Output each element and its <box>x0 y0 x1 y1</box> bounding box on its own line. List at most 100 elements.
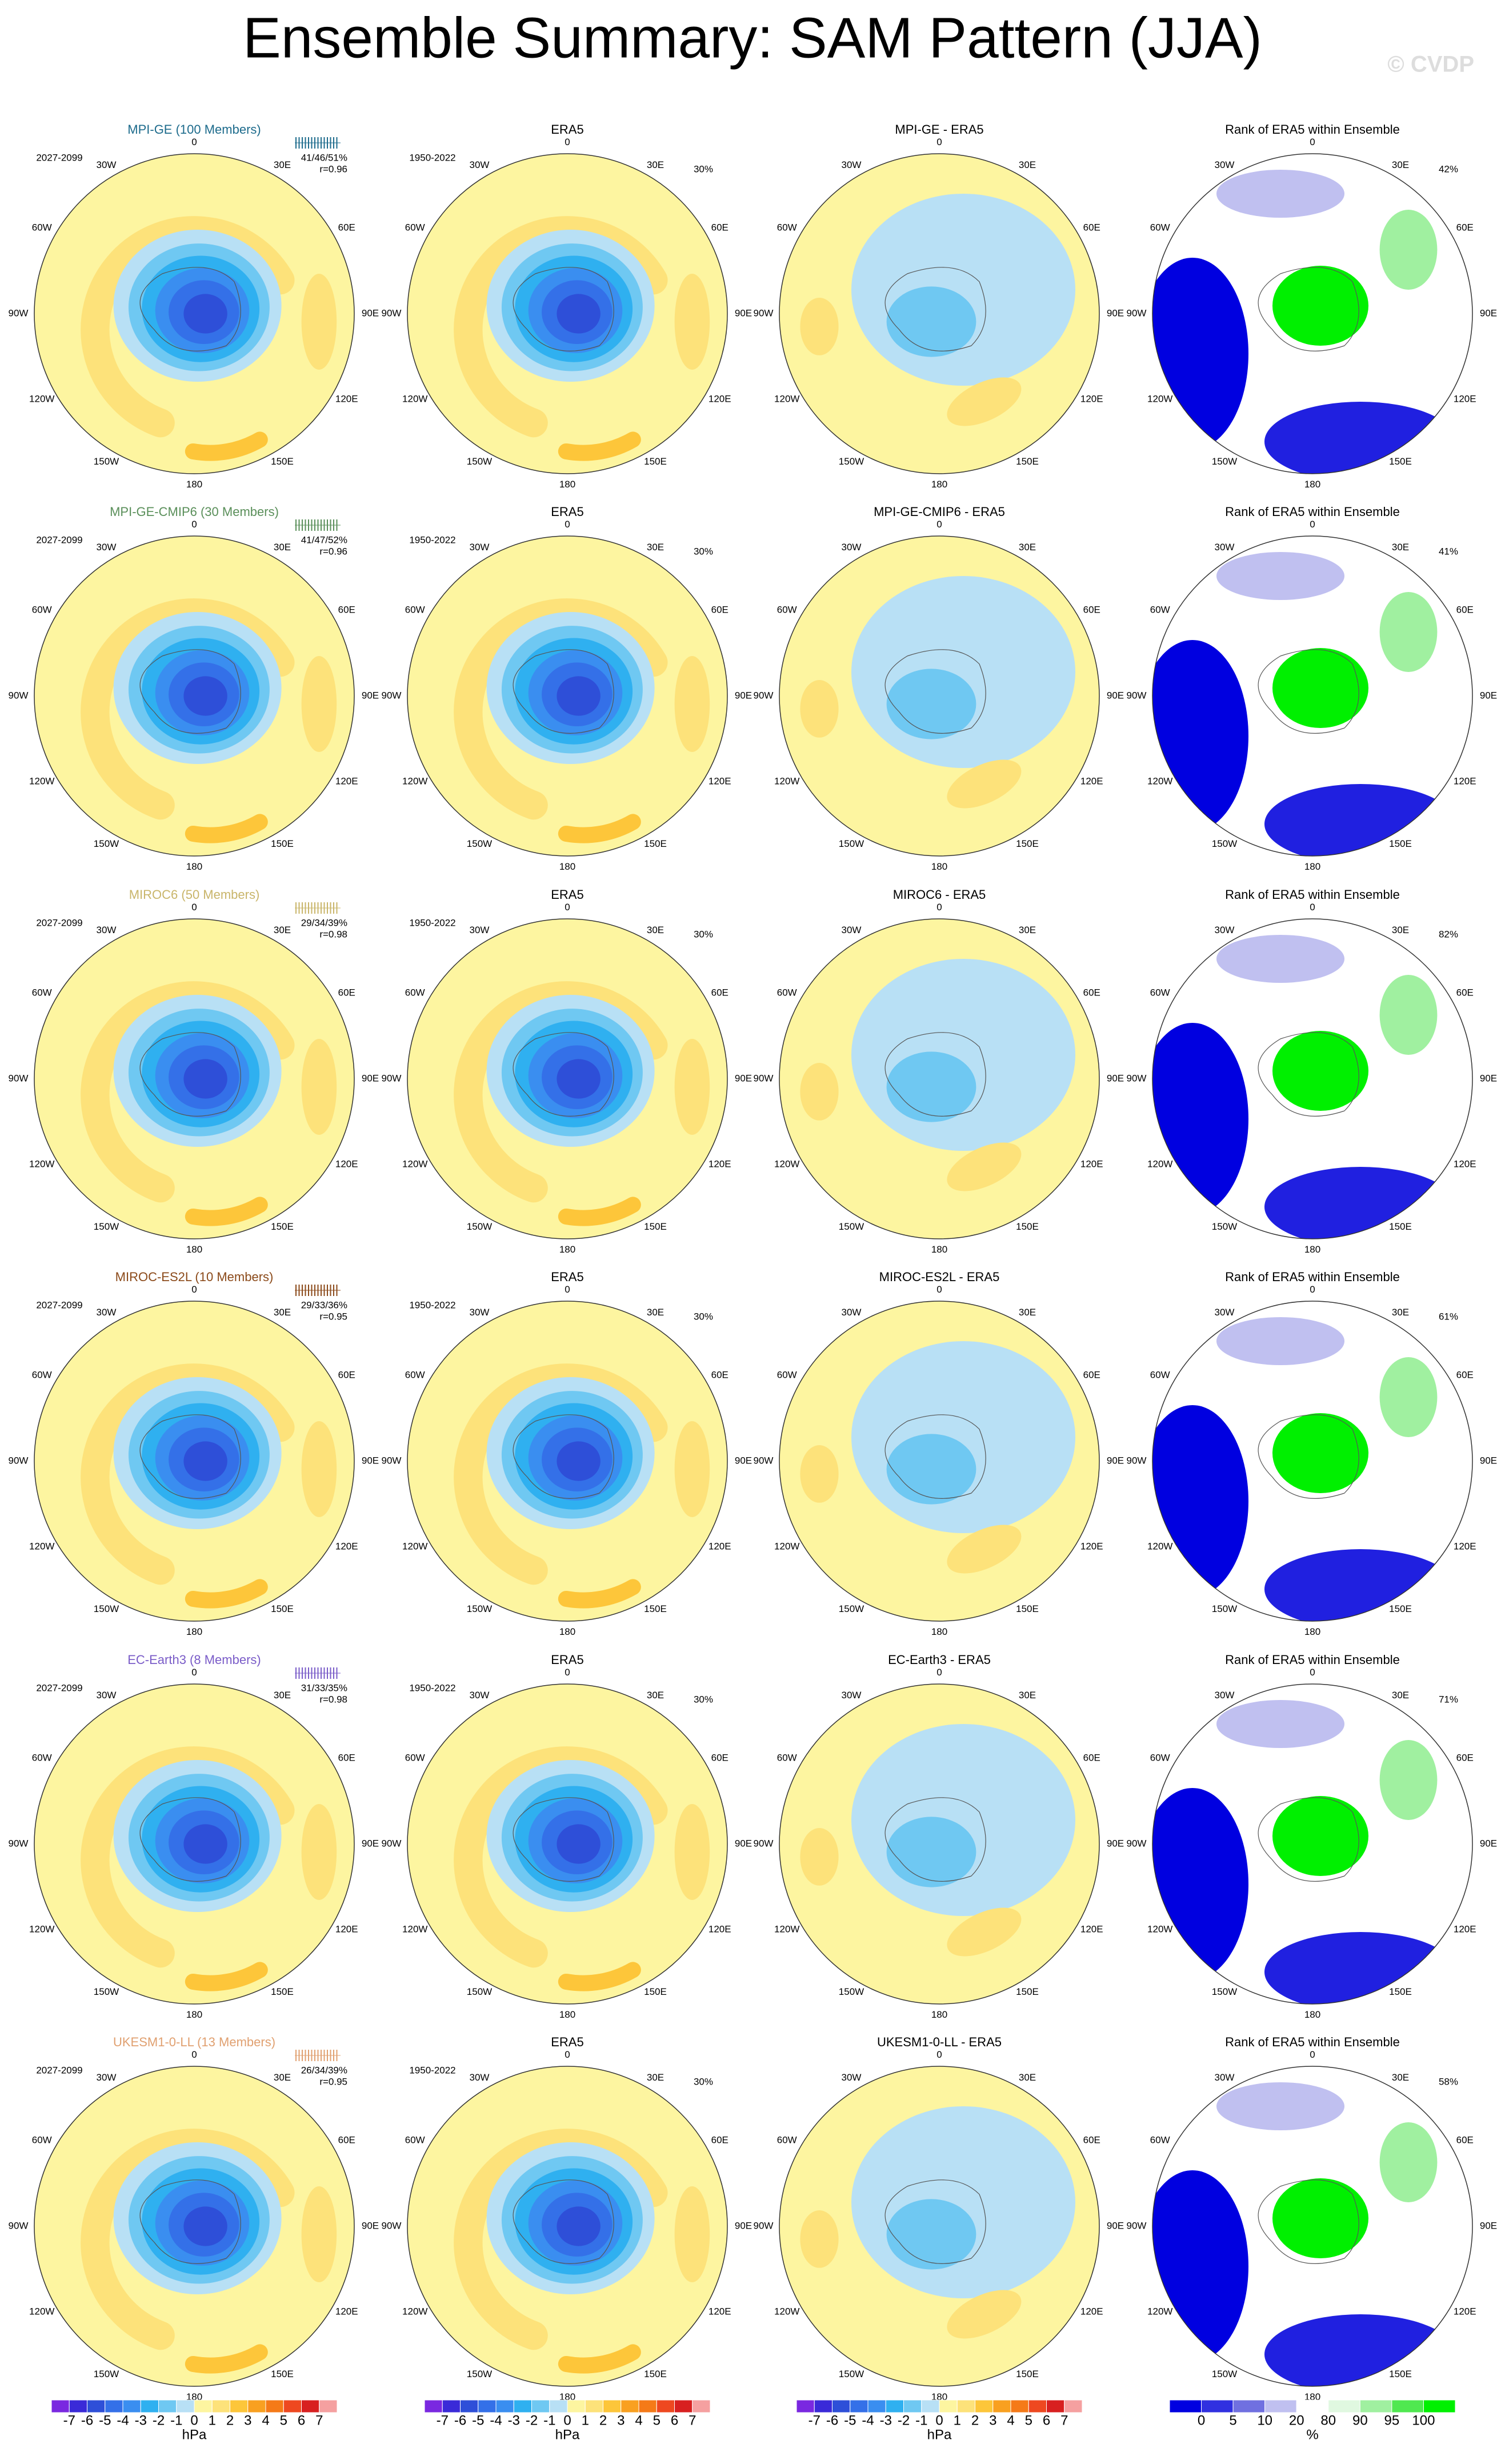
coastline <box>1258 1797 1359 1882</box>
colorbar-tick-label: 95 <box>1384 2413 1400 2428</box>
map <box>34 2066 354 2386</box>
lon-label: 60W <box>32 1370 52 1381</box>
rank-area <box>1216 2082 1344 2130</box>
lon-label: 0 <box>936 137 942 147</box>
contour-band <box>185 1579 268 1609</box>
contour-band <box>558 431 641 461</box>
lon-label: 90W <box>9 1455 29 1466</box>
lon-label: 90E <box>362 2220 379 2231</box>
lon-label: 180 <box>1304 2009 1320 2020</box>
colorbar-tick-label: 3 <box>989 2413 996 2428</box>
rank-area <box>1152 1788 1248 1980</box>
lon-label: 120W <box>1147 1158 1172 1169</box>
coastline <box>1258 649 1359 734</box>
panel-title: MPI-GE - ERA5 <box>895 122 983 137</box>
lon-label: 150W <box>94 1986 119 1997</box>
contour-band <box>301 1039 337 1135</box>
colorbar-tick-label: -2 <box>898 2413 910 2428</box>
lon-label: 180 <box>931 2009 947 2020</box>
lon-label: 60E <box>711 2135 729 2146</box>
pattern-corr: r=0.98 <box>319 1694 347 1705</box>
colorbar-tick-label: 2 <box>226 2413 234 2428</box>
map <box>1152 919 1472 1239</box>
rank-area <box>1272 1796 1368 1876</box>
rank-area <box>1379 1357 1438 1437</box>
map-border <box>34 1301 355 1622</box>
coastline <box>139 267 241 351</box>
lon-label: 180 <box>186 2009 202 2020</box>
lon-label: 30E <box>1392 542 1409 553</box>
rank-area <box>1264 1549 1456 1621</box>
lon-label: 30W <box>1215 159 1235 170</box>
lon-label: 0 <box>565 2049 570 2060</box>
rank-area <box>1264 1932 1456 2004</box>
lon-label: 120E <box>335 2306 358 2317</box>
lon-label: 180 <box>931 1244 947 1255</box>
rank-pct: 71% <box>1439 1694 1458 1705</box>
lon-label: 0 <box>1310 2049 1315 2060</box>
contour-band <box>674 274 710 370</box>
colorbar-tick-label: 6 <box>1043 2413 1050 2428</box>
lon-label: 60E <box>1456 2135 1474 2146</box>
coastline <box>884 2179 986 2264</box>
map-border <box>407 153 728 474</box>
colorbar-tick-label: -4 <box>862 2413 874 2428</box>
lon-label: 120E <box>335 1541 358 1551</box>
lon-label: 30W <box>470 1690 490 1701</box>
map-border <box>407 535 728 857</box>
lon-label: 60W <box>405 2135 425 2146</box>
colorbar-tick-label: 1 <box>582 2413 589 2428</box>
lon-label: 150W <box>467 1603 492 1614</box>
lon-label: 180 <box>559 1244 575 1255</box>
colorbar-box <box>140 2399 159 2413</box>
coastline <box>139 649 241 734</box>
lon-label: 180 <box>1304 2391 1320 2402</box>
lon-label: 30W <box>97 2072 117 2083</box>
lon-label: 60E <box>338 222 355 233</box>
lon-label: 90E <box>1480 307 1497 318</box>
colorbar-tick-label: -3 <box>135 2413 147 2428</box>
coastline <box>884 1414 986 1499</box>
lon-label: 90E <box>1107 1838 1124 1849</box>
lon-label: 90W <box>9 307 29 318</box>
lon-label: 180 <box>186 1626 202 1637</box>
obs-pct: 30% <box>694 1694 713 1705</box>
rank-area <box>1152 258 1248 450</box>
map-border <box>407 918 728 1239</box>
colorbar-box <box>1064 2399 1083 2413</box>
rank-pct: 41% <box>1439 546 1458 557</box>
colorbar-box <box>460 2399 479 2413</box>
lon-label: 60E <box>338 1753 355 1763</box>
period: 1950-2022 <box>409 534 455 545</box>
contour-band <box>301 1804 337 1900</box>
lon-label: 0 <box>565 902 570 913</box>
lon-label: 150W <box>839 1221 864 1232</box>
lon-label: 90E <box>1107 1455 1124 1466</box>
colorbar-box <box>975 2399 994 2413</box>
lon-label: 90W <box>754 1455 774 1466</box>
lon-label: 60W <box>777 1753 797 1763</box>
colorbar-tick-label: -1 <box>170 2413 182 2428</box>
map-border <box>779 1301 1100 1622</box>
colorbar-tick-label: 7 <box>689 2413 696 2428</box>
lon-label: 30W <box>470 1307 490 1318</box>
lon-label: 30E <box>274 1307 291 1318</box>
colorbar-tick-label: 80 <box>1320 2413 1336 2428</box>
colorbar-box <box>1264 2399 1297 2413</box>
lon-label: 60E <box>1083 1753 1100 1763</box>
lon-label: 30E <box>1019 542 1036 553</box>
contour-band <box>800 1445 839 1503</box>
lon-label: 150W <box>839 2369 864 2379</box>
lon-label: 90E <box>1480 1838 1497 1849</box>
lon-label: 180 <box>559 479 575 490</box>
lon-label: 150W <box>1212 838 1237 849</box>
lon-label: 30W <box>97 1307 117 1318</box>
colorbar-tick-label: -3 <box>508 2413 520 2428</box>
lon-label: 60E <box>1456 222 1474 233</box>
lon-label: 60E <box>1083 987 1100 998</box>
lon-label: 90W <box>382 2220 402 2231</box>
period: 1950-2022 <box>409 1299 455 1310</box>
colorbar-box <box>283 2399 302 2413</box>
colorbar-tick-label: 1 <box>209 2413 216 2428</box>
colorbar-tick-label: 2 <box>599 2413 607 2428</box>
